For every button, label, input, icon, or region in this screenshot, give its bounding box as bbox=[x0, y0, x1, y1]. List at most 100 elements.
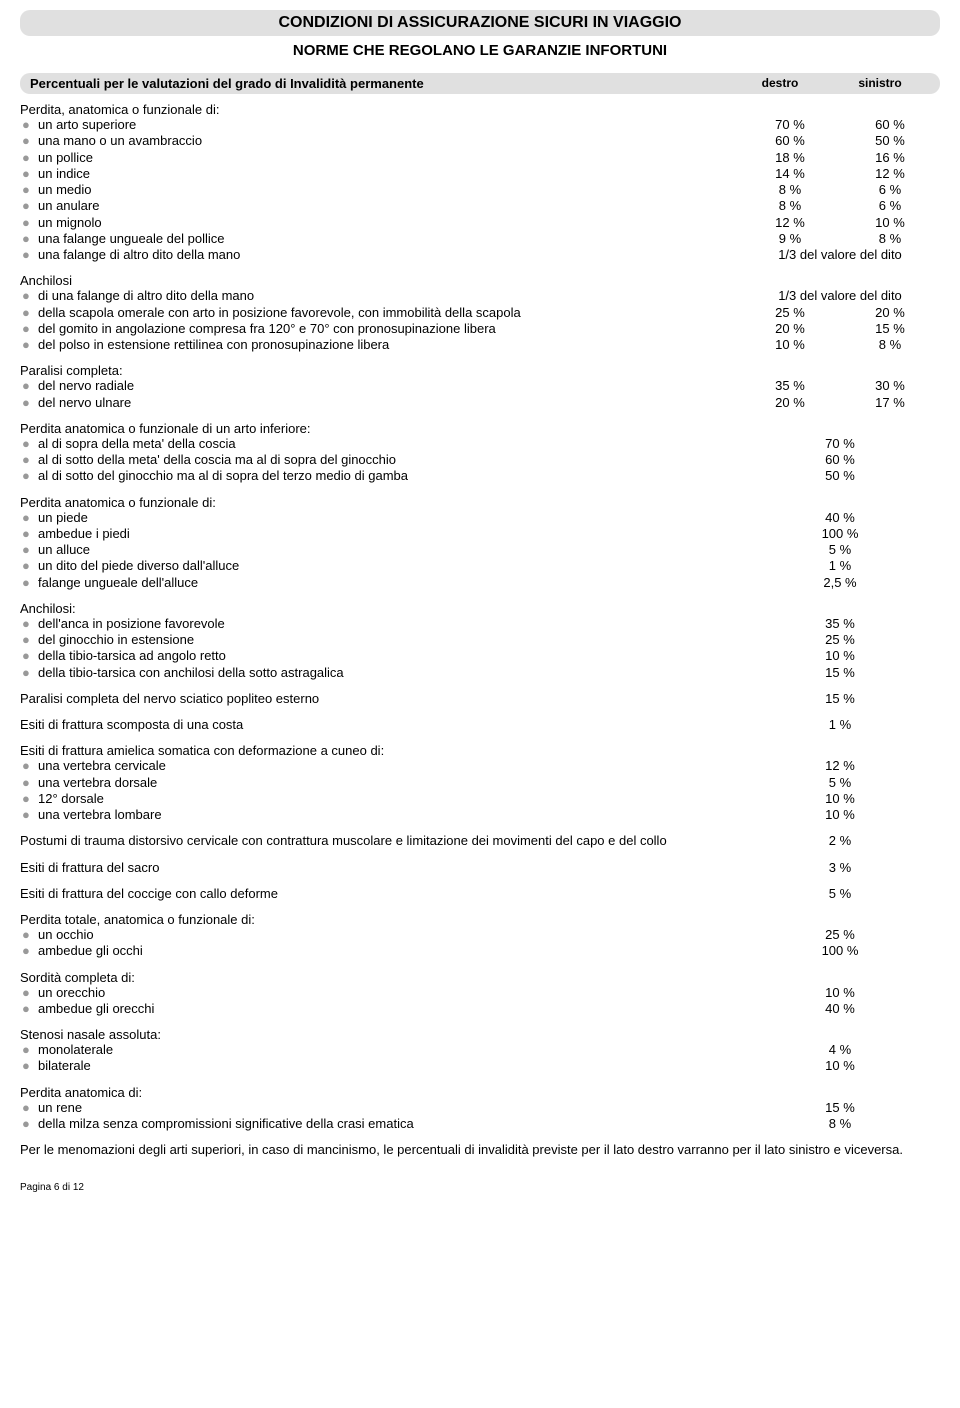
row-label: al di sotto del ginocchio ma al di sopra… bbox=[38, 468, 740, 484]
row-value-center: 15 % bbox=[740, 665, 940, 681]
group: Stenosi nasale assoluta:●monolaterale4 %… bbox=[20, 1027, 940, 1075]
table-row: ●un pollice18 %16 % bbox=[20, 150, 940, 166]
bullet-icon: ● bbox=[20, 231, 38, 247]
row-label: un anulare bbox=[38, 198, 740, 214]
row-value-center: 12 % bbox=[740, 758, 940, 774]
row-value-destro: 25 % bbox=[740, 305, 840, 321]
row-value-center: 70 % bbox=[740, 436, 940, 452]
row-label: del ginocchio in estensione bbox=[38, 632, 740, 648]
bullet-icon: ● bbox=[20, 166, 38, 182]
table-row: ●un medio8 %6 % bbox=[20, 182, 940, 198]
row-value-center: 8 % bbox=[740, 1116, 940, 1132]
row-label: ambedue gli occhi bbox=[38, 943, 740, 959]
group-title: Esiti di frattura amielica somatica con … bbox=[20, 743, 940, 758]
row-value-center: 35 % bbox=[740, 616, 940, 632]
bullet-icon: ● bbox=[20, 198, 38, 214]
row-value-center: 1 % bbox=[740, 717, 940, 733]
row-value-sinistro: 12 % bbox=[840, 166, 940, 182]
bullet-icon: ● bbox=[20, 775, 38, 791]
row-value-destro: 70 % bbox=[740, 117, 840, 133]
table-row: ●falange ungueale dell'alluce2,5 % bbox=[20, 575, 940, 591]
row-value-destro: 20 % bbox=[740, 321, 840, 337]
group-title: Anchilosi bbox=[20, 273, 940, 288]
group-title: Sordità completa di: bbox=[20, 970, 940, 985]
bullet-icon: ● bbox=[20, 378, 38, 394]
table-row: ●una mano o un avambraccio60 %50 % bbox=[20, 133, 940, 149]
row-value-center: 25 % bbox=[740, 927, 940, 943]
table-row: ●del nervo radiale35 %30 % bbox=[20, 378, 940, 394]
row-label: del nervo ulnare bbox=[38, 395, 740, 411]
row-label: un arto superiore bbox=[38, 117, 740, 133]
row-label: di una falange di altro dito della mano bbox=[38, 288, 740, 304]
table-row: ●di una falange di altro dito della mano… bbox=[20, 288, 940, 304]
table-row: ●una vertebra cervicale12 % bbox=[20, 758, 940, 774]
row-label: monolaterale bbox=[38, 1042, 740, 1058]
bullet-icon: ● bbox=[20, 1042, 38, 1058]
row-value-destro: 14 % bbox=[740, 166, 840, 182]
bullet-icon: ● bbox=[20, 616, 38, 632]
bullet-icon: ● bbox=[20, 305, 38, 321]
group-frattura: Esiti di frattura amielica somatica con … bbox=[20, 743, 940, 823]
main-title: CONDIZIONI DI ASSICURAZIONE SICURI IN VI… bbox=[20, 10, 940, 36]
row-value-destro: 8 % bbox=[740, 182, 840, 198]
table-row: ●del nervo ulnare20 %17 % bbox=[20, 395, 940, 411]
bullet-icon: ● bbox=[20, 321, 38, 337]
table-row: ●una falange ungueale del pollice9 %8 % bbox=[20, 231, 940, 247]
bullet-icon: ● bbox=[20, 632, 38, 648]
table-row: ●del polso in estensione rettilinea con … bbox=[20, 337, 940, 353]
row-value-span: 1/3 del valore del dito bbox=[740, 288, 940, 304]
groups-container-1: Perdita, anatomica o funzionale di:●un a… bbox=[20, 102, 940, 681]
table-row: ●del ginocchio in estensione25 % bbox=[20, 632, 940, 648]
header-col-destro: destro bbox=[730, 76, 830, 91]
bullet-icon: ● bbox=[20, 247, 38, 263]
table-row: ●un occhio25 % bbox=[20, 927, 940, 943]
table-row: ●ambedue gli orecchi40 % bbox=[20, 1001, 940, 1017]
table-row: ●una falange di altro dito della mano1/3… bbox=[20, 247, 940, 263]
row-label: bilaterale bbox=[38, 1058, 740, 1074]
plain-row: Postumi di trauma distorsivo cervicale c… bbox=[20, 833, 940, 849]
row-label: una vertebra dorsale bbox=[38, 775, 740, 791]
bullet-icon: ● bbox=[20, 215, 38, 231]
table-row: ●al di sopra della meta' della coscia70 … bbox=[20, 436, 940, 452]
row-value-sinistro: 17 % bbox=[840, 395, 940, 411]
bullet-icon: ● bbox=[20, 337, 38, 353]
plain-row: Paralisi completa del nervo sciatico pop… bbox=[20, 691, 940, 707]
row-label: un dito del piede diverso dall'alluce bbox=[38, 558, 740, 574]
header-col-sinistro: sinistro bbox=[830, 76, 930, 91]
bullet-icon: ● bbox=[20, 927, 38, 943]
row-label: un pollice bbox=[38, 150, 740, 166]
table-row: ●al di sotto del ginocchio ma al di sopr… bbox=[20, 468, 940, 484]
row-value-sinistro: 30 % bbox=[840, 378, 940, 394]
table-row: ●al di sotto della meta' della coscia ma… bbox=[20, 452, 940, 468]
row-value-destro: 35 % bbox=[740, 378, 840, 394]
table-row: ●della scapola omerale con arto in posiz… bbox=[20, 305, 940, 321]
row-label: 12° dorsale bbox=[38, 791, 740, 807]
row-value-destro: 20 % bbox=[740, 395, 840, 411]
row-value-sinistro: 8 % bbox=[840, 337, 940, 353]
row-label: un medio bbox=[38, 182, 740, 198]
row-value-center: 50 % bbox=[740, 468, 940, 484]
row-label: una vertebra cervicale bbox=[38, 758, 740, 774]
table-row: ●del gomito in angolazione compresa fra … bbox=[20, 321, 940, 337]
groups-container-2: Perdita totale, anatomica o funzionale d… bbox=[20, 912, 940, 1132]
row-label: ambedue i piedi bbox=[38, 526, 740, 542]
row-value-destro: 8 % bbox=[740, 198, 840, 214]
group: Paralisi completa:●del nervo radiale35 %… bbox=[20, 363, 940, 411]
group: Perdita anatomica o funzionale di:●un pi… bbox=[20, 495, 940, 591]
table-row: ●dell'anca in posizione favorevole35 % bbox=[20, 616, 940, 632]
row-value-span: 1/3 del valore del dito bbox=[740, 247, 940, 263]
bullet-icon: ● bbox=[20, 1001, 38, 1017]
row-label: Esiti di frattura del coccige con callo … bbox=[20, 886, 740, 902]
row-value-center: 10 % bbox=[740, 807, 940, 823]
plain-group: Esiti di frattura scomposta di una costa… bbox=[20, 717, 940, 733]
footnote: Per le menomazioni degli arti superiori,… bbox=[20, 1142, 940, 1158]
row-label: del nervo radiale bbox=[38, 378, 740, 394]
plain-rows-2: Postumi di trauma distorsivo cervicale c… bbox=[20, 833, 940, 902]
row-value-sinistro: 15 % bbox=[840, 321, 940, 337]
row-value-sinistro: 60 % bbox=[840, 117, 940, 133]
row-value-center: 5 % bbox=[740, 775, 940, 791]
group-title: Perdita, anatomica o funzionale di: bbox=[20, 102, 940, 117]
row-label: del gomito in angolazione compresa fra 1… bbox=[38, 321, 740, 337]
table-row: ●della tibio-tarsica ad angolo retto10 % bbox=[20, 648, 940, 664]
plain-group: Esiti di frattura del coccige con callo … bbox=[20, 886, 940, 902]
